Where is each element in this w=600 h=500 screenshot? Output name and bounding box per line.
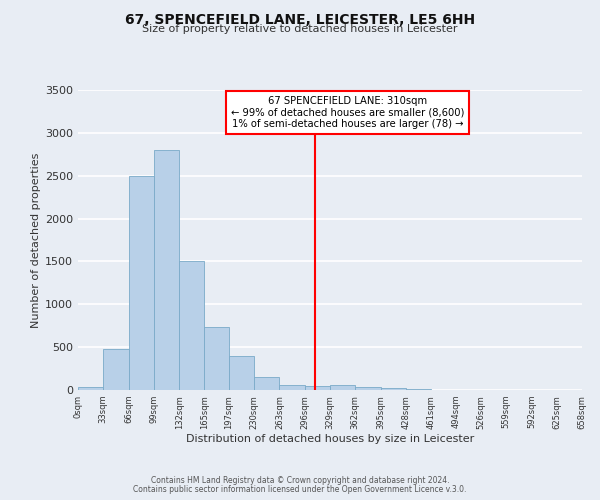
Bar <box>355 387 380 390</box>
Bar <box>205 328 229 390</box>
Text: 67 SPENCEFIELD LANE: 310sqm
← 99% of detached houses are smaller (8,600)
1% of s: 67 SPENCEFIELD LANE: 310sqm ← 99% of det… <box>231 96 464 129</box>
Bar <box>128 176 154 390</box>
Bar <box>103 349 128 390</box>
Bar <box>305 386 330 390</box>
Bar <box>406 388 431 390</box>
Bar <box>280 385 305 390</box>
Text: 67, SPENCEFIELD LANE, LEICESTER, LE5 6HH: 67, SPENCEFIELD LANE, LEICESTER, LE5 6HH <box>125 12 475 26</box>
Y-axis label: Number of detached properties: Number of detached properties <box>31 152 41 328</box>
Text: Contains HM Land Registry data © Crown copyright and database right 2024.: Contains HM Land Registry data © Crown c… <box>151 476 449 485</box>
Bar <box>254 377 280 390</box>
Bar <box>78 388 103 390</box>
Bar <box>380 388 406 390</box>
Bar <box>179 262 205 390</box>
Text: Size of property relative to detached houses in Leicester: Size of property relative to detached ho… <box>142 24 458 34</box>
Text: Contains public sector information licensed under the Open Government Licence v.: Contains public sector information licen… <box>133 485 467 494</box>
Bar <box>154 150 179 390</box>
X-axis label: Distribution of detached houses by size in Leicester: Distribution of detached houses by size … <box>186 434 474 444</box>
Bar <box>229 356 254 390</box>
Bar <box>330 386 355 390</box>
